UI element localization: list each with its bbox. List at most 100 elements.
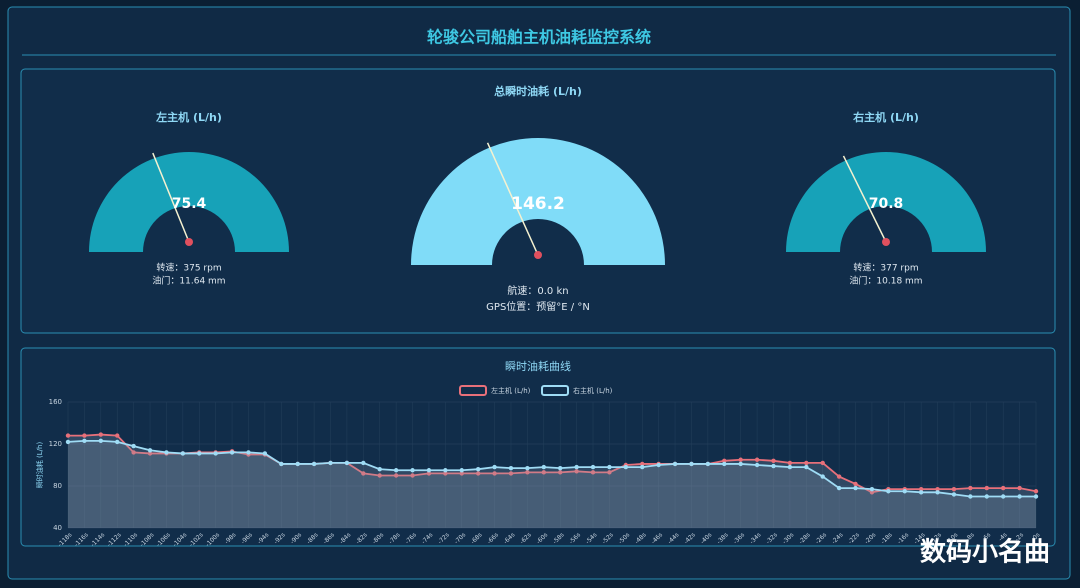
x-tick-label: -6s: [981, 532, 992, 543]
series-point: [853, 485, 858, 491]
series-point: [1000, 485, 1006, 491]
series-point: [131, 450, 136, 455]
series-point: [459, 471, 464, 476]
series-point: [197, 451, 202, 456]
series-point: [311, 461, 317, 467]
series-point: [443, 468, 448, 473]
y-tick-label: 40: [53, 524, 62, 532]
x-tick-label: -8s: [964, 532, 975, 543]
series-point: [1033, 494, 1039, 499]
series-point: [180, 451, 186, 456]
series-point: [1017, 485, 1022, 491]
series-point: [853, 481, 858, 487]
gauge-note: GPS位置：预留°E / °N: [486, 300, 590, 313]
series-point: [410, 468, 415, 473]
series-point: [459, 468, 464, 473]
series-point: [393, 468, 399, 473]
series-point: [869, 490, 875, 495]
series-point: [410, 473, 415, 478]
series-point: [754, 457, 760, 462]
series-point: [738, 457, 743, 462]
series-area: [68, 440, 1036, 528]
series-point: [804, 464, 809, 470]
series-point: [1033, 489, 1039, 494]
series-point: [984, 485, 989, 491]
series-point: [607, 470, 612, 475]
series-point: [672, 461, 678, 467]
series-point: [65, 433, 71, 438]
series-point: [164, 450, 169, 455]
series-point: [886, 489, 891, 494]
series-point: [607, 464, 612, 470]
series-point: [492, 471, 497, 476]
series-point: [328, 460, 333, 466]
gauge-needle: [486, 142, 539, 256]
series-point: [492, 464, 497, 470]
gauge-pivot: [534, 251, 542, 259]
series-point: [98, 432, 104, 437]
series-point: [443, 471, 448, 476]
series-point: [935, 486, 940, 492]
watermark: 数码小名曲: [920, 537, 1050, 568]
series-point: [623, 464, 629, 470]
legend-label: 右主机 (L/h): [573, 386, 613, 395]
series-point: [213, 451, 218, 456]
gauge-needle: [152, 152, 190, 243]
series-point: [541, 470, 546, 475]
series-point: [968, 485, 973, 491]
series-point: [82, 438, 87, 444]
series-point: [935, 490, 940, 495]
x-tick-label: -4s: [997, 532, 1008, 543]
series-point: [361, 460, 366, 466]
series-point: [590, 470, 596, 475]
series-point: [1000, 494, 1006, 499]
gauge-note: 油门：10.18 mm: [849, 275, 922, 287]
series-point: [951, 486, 957, 492]
gauge-arc: [89, 152, 289, 252]
legend-swatch: [541, 385, 569, 396]
gauge-arc: [786, 152, 986, 252]
gauge-title: 左主机 (L/h): [155, 110, 222, 124]
series-point: [508, 465, 514, 471]
series-point: [689, 461, 694, 467]
y-tick-label: 120: [49, 440, 62, 448]
series-point: [279, 461, 284, 467]
series-point: [951, 492, 957, 497]
gauge-value: 75.4: [172, 196, 207, 212]
series-point: [574, 469, 579, 474]
series-point: [558, 470, 563, 475]
series-point: [640, 464, 645, 470]
gauge-arc: [411, 138, 665, 265]
gauge-value: 146.2: [511, 194, 565, 214]
series-point: [262, 451, 268, 456]
series-point: [525, 470, 530, 475]
series-point: [754, 462, 760, 468]
series-point: [771, 458, 776, 463]
series-point: [525, 465, 530, 471]
series-line: [67, 439, 1036, 498]
series-point: [787, 464, 793, 470]
series-point: [377, 467, 382, 472]
gauge-note: 转速：375 rpm: [156, 262, 221, 274]
series-point: [787, 460, 793, 466]
series-point: [640, 461, 645, 467]
series-area: [68, 434, 1036, 528]
series-point: [558, 465, 563, 471]
gauge-note: 油门：11.64 mm: [152, 275, 225, 287]
series-point: [426, 468, 432, 473]
series-point: [705, 461, 711, 467]
series-point: [541, 464, 546, 470]
series-point: [722, 461, 727, 467]
chart-title: 瞬时油耗曲线: [505, 359, 571, 373]
y-tick-label: 80: [53, 482, 62, 490]
series-point: [508, 471, 514, 476]
series-point: [147, 448, 153, 453]
series-point: [656, 462, 661, 468]
series-point: [426, 471, 432, 476]
x-tick-label: -2s: [1014, 532, 1025, 543]
series-point: [590, 464, 596, 470]
series-point: [869, 486, 875, 492]
series-point: [361, 471, 366, 476]
series-point: [98, 438, 104, 444]
